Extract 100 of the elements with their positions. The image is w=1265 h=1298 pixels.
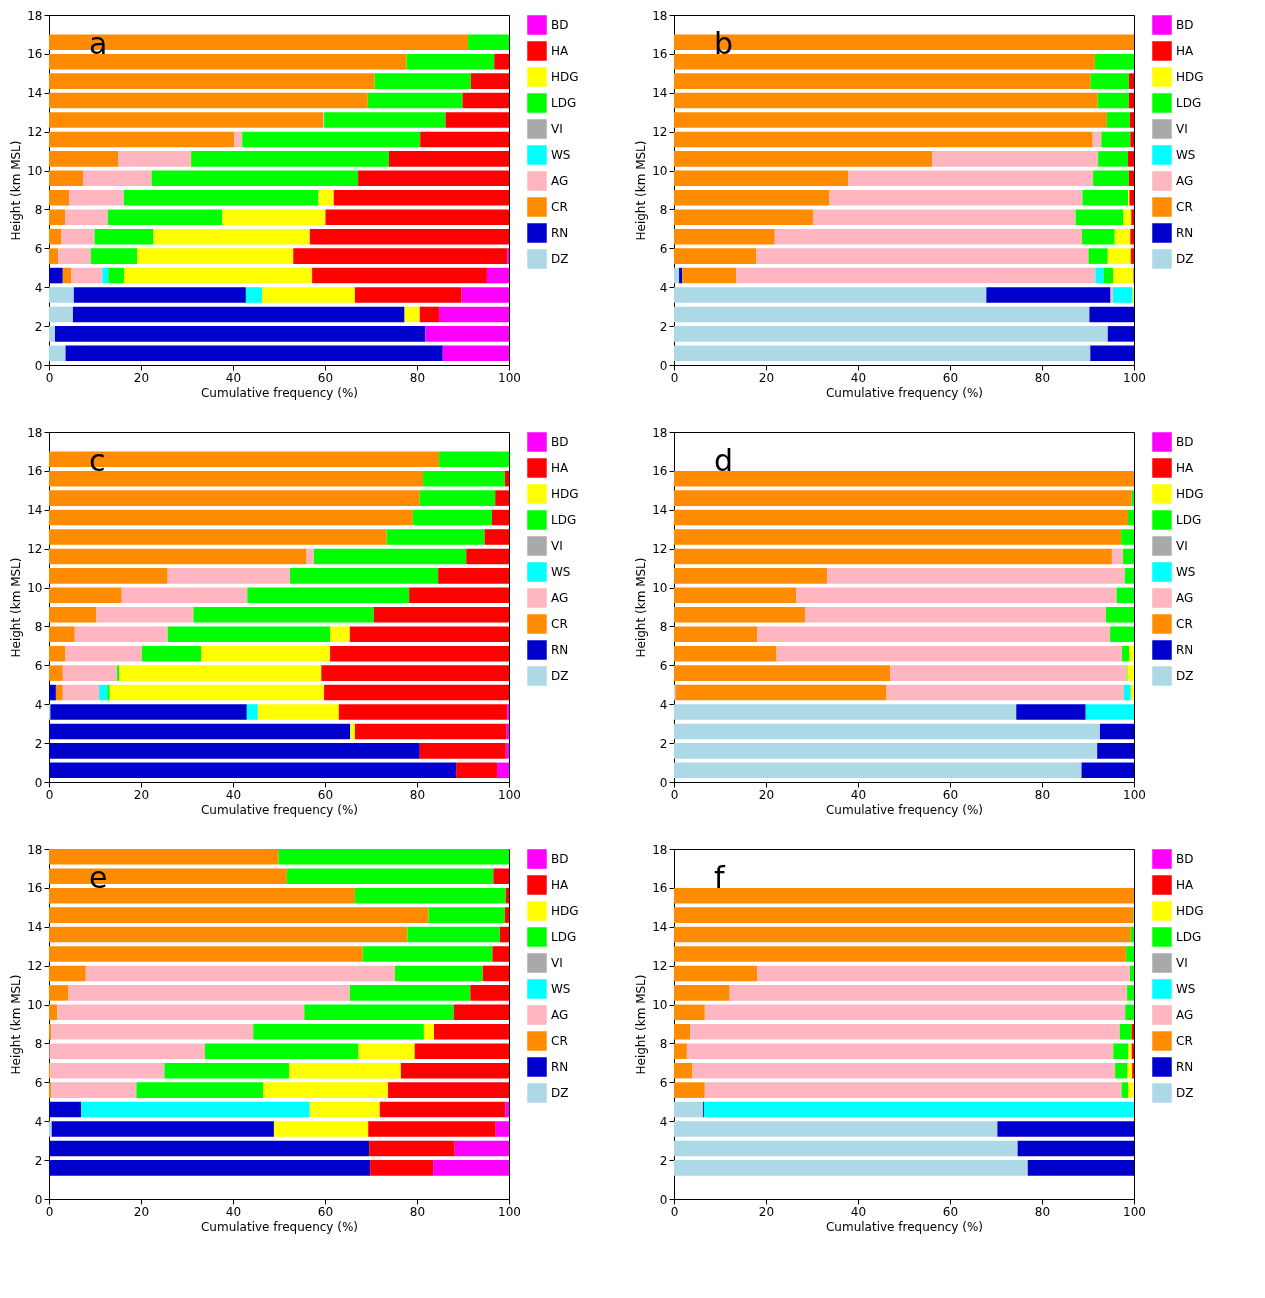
legend-label: BD (551, 18, 569, 32)
x-tick-label: 60 (942, 370, 959, 385)
y-tick-label: 4 (659, 697, 668, 712)
legend-label: BD (1176, 435, 1194, 449)
legend-label: RN (551, 226, 569, 240)
y-tick-label: 14 (652, 503, 668, 518)
y-tick-label: 8 (34, 619, 43, 634)
y-tick-label: 10 (27, 581, 43, 596)
legend-label: WS (551, 982, 571, 996)
x-tick-label: 0 (670, 370, 679, 385)
legend-label: DZ (1176, 669, 1194, 683)
legend-label: BD (1176, 852, 1194, 866)
y-tick-label: 6 (659, 1075, 668, 1090)
legend-label: RN (551, 1060, 569, 1074)
y-tick-label: 2 (34, 1153, 43, 1168)
legend-label: AG (551, 174, 569, 188)
y-tick-label: 0 (34, 358, 43, 373)
legend-label: RN (551, 643, 569, 657)
y-tick-label: 8 (34, 202, 43, 217)
legend-label: HA (1176, 44, 1195, 58)
y-tick-label: 6 (34, 658, 43, 673)
y-tick-label: 0 (34, 1192, 43, 1207)
y-axis-title: Height (km MSL) (9, 140, 24, 241)
y-tick-label: 12 (27, 542, 43, 557)
x-tick-label: 0 (45, 370, 54, 385)
x-axis-title: Cumulative frequency (%) (200, 1219, 359, 1234)
y-tick-label: 8 (659, 202, 668, 217)
legend-label: LDG (551, 930, 577, 944)
y-tick-label: 16 (652, 464, 668, 479)
y-tick-label: 18 (27, 8, 43, 23)
x-axis-title: Cumulative frequency (%) (825, 385, 984, 400)
y-tick-label: 8 (659, 619, 668, 634)
x-tick-label: 60 (942, 1204, 959, 1219)
x-tick-label: 60 (317, 1204, 334, 1219)
legend-label: RN (1176, 643, 1194, 657)
legend-label: VI (551, 956, 563, 970)
x-tick-label: 40 (850, 1204, 867, 1219)
y-tick-label: 10 (652, 164, 668, 179)
y-tick-label: 14 (652, 86, 668, 101)
y-tick-label: 16 (27, 881, 43, 896)
x-tick-label: 20 (758, 1204, 775, 1219)
annotation: d (714, 443, 734, 478)
legend-label: DZ (1176, 1086, 1194, 1100)
y-tick-label: 12 (27, 959, 43, 974)
legend-label: AG (551, 1008, 569, 1022)
annotation: f (714, 860, 726, 895)
legend-label: DZ (1176, 252, 1194, 266)
legend-label: RN (1176, 1060, 1194, 1074)
x-tick-label: 80 (1034, 370, 1051, 385)
y-axis-title: Height (km MSL) (9, 974, 24, 1075)
legend-label: HDG (1176, 904, 1204, 918)
y-axis-title: Height (km MSL) (9, 557, 24, 658)
legend-label: LDG (1176, 930, 1202, 944)
y-tick-label: 12 (27, 125, 43, 140)
y-tick-label: 0 (34, 775, 43, 790)
x-tick-label: 0 (670, 1204, 679, 1219)
legend-label: HDG (551, 904, 579, 918)
legend-label: HDG (551, 70, 579, 84)
y-tick-label: 2 (659, 1153, 668, 1168)
y-tick-label: 2 (659, 736, 668, 751)
x-tick-label: 40 (225, 1204, 242, 1219)
legend-label: HDG (551, 487, 579, 501)
y-tick-label: 12 (652, 125, 668, 140)
legend-label: WS (551, 565, 571, 579)
legend-label: HA (551, 461, 570, 475)
y-axis-title: Height (km MSL) (634, 974, 649, 1075)
legend-label: AG (1176, 1008, 1194, 1022)
x-tick-label: 100 (498, 370, 521, 385)
legend-label: WS (1176, 148, 1196, 162)
legend-label: HDG (1176, 70, 1204, 84)
x-axis-title: Cumulative frequency (%) (825, 802, 984, 817)
y-tick-label: 8 (34, 1036, 43, 1051)
x-tick-label: 60 (317, 370, 334, 385)
x-tick-label: 60 (942, 787, 959, 802)
legend-label: BD (551, 852, 569, 866)
x-tick-label: 80 (409, 1204, 426, 1219)
y-tick-label: 16 (27, 464, 43, 479)
y-tick-label: 6 (34, 1075, 43, 1090)
x-tick-label: 100 (498, 1204, 521, 1219)
legend-label: VI (551, 122, 563, 136)
y-tick-label: 0 (659, 1192, 668, 1207)
legend-label: WS (551, 148, 571, 162)
y-axis-title: Height (km MSL) (634, 140, 649, 241)
x-tick-label: 100 (1123, 787, 1146, 802)
legend-label: VI (1176, 122, 1188, 136)
legend-label: DZ (551, 1086, 569, 1100)
y-tick-label: 2 (34, 736, 43, 751)
y-tick-label: 0 (659, 358, 668, 373)
x-axis-title: Cumulative frequency (%) (200, 385, 359, 400)
y-tick-label: 18 (27, 425, 43, 440)
y-tick-label: 0 (659, 775, 668, 790)
y-tick-label: 18 (652, 8, 668, 23)
legend-label: HA (1176, 461, 1195, 475)
y-tick-label: 6 (34, 241, 43, 256)
y-tick-label: 18 (27, 842, 43, 857)
legend-label: DZ (551, 669, 569, 683)
x-tick-label: 100 (1123, 370, 1146, 385)
y-axis-title: Height (km MSL) (634, 557, 649, 658)
y-tick-label: 14 (652, 920, 668, 935)
x-tick-label: 20 (758, 787, 775, 802)
